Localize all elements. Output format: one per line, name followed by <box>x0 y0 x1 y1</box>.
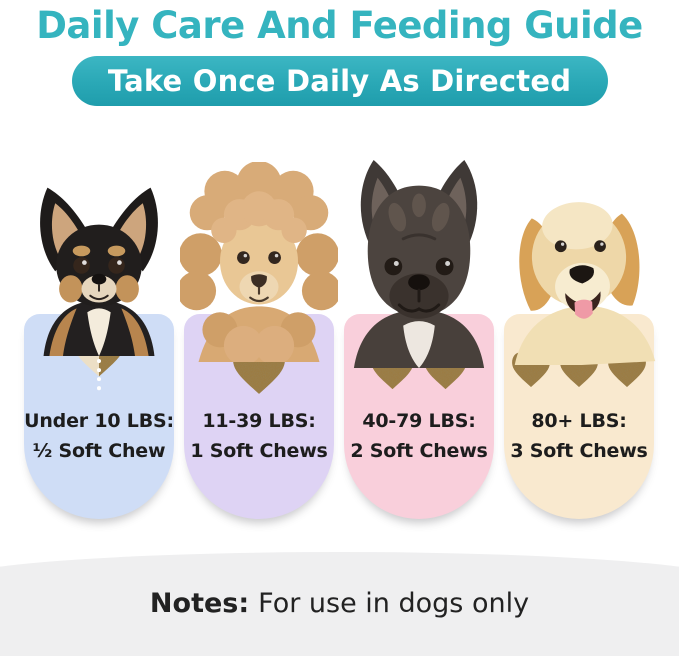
chihuahua-photo <box>40 187 158 356</box>
french-bulldog-photo <box>353 159 485 368</box>
column-80plus-lbs: 80+ LBS: 3 Soft Chews <box>504 154 656 519</box>
column-11-39lbs: 11-39 LBS: 1 Soft Chews <box>180 154 338 519</box>
dose-labels: 11-39 LBS: 1 Soft Chews <box>184 406 334 466</box>
page-title: Daily Care And Feeding Guide <box>36 4 643 47</box>
dose-amount-label: 1 Soft Chews <box>190 440 328 462</box>
dose-labels: 40-79 LBS: 2 Soft Chews <box>344 406 494 466</box>
notes-body: For use in dogs only <box>258 588 530 619</box>
notes-label: Notes: <box>149 588 250 619</box>
column-under-10lbs: Under 10 LBS: ½ Soft Chew <box>24 154 174 519</box>
poodle-photo <box>180 162 338 362</box>
weight-range-label: 40-79 LBS: <box>362 410 476 432</box>
weight-range-label: Under 10 LBS: <box>24 410 174 432</box>
dosage-banner-text: Take Once Daily As Directed <box>107 64 572 98</box>
dose-labels: Under 10 LBS: ½ Soft Chew <box>24 406 174 466</box>
dose-amount-label: ½ Soft Chew <box>32 440 166 462</box>
golden-retriever-photo <box>514 202 656 365</box>
dosage-banner: Take Once Daily As Directed <box>71 56 608 106</box>
dose-amount-label: 2 Soft Chews <box>350 440 488 462</box>
dose-columns: Under 10 LBS: ½ Soft Chew <box>0 154 679 519</box>
notes-footer: Notes: For use in dogs only <box>0 552 679 656</box>
weight-range-label: 11-39 LBS: <box>202 410 316 432</box>
column-40-79lbs: 40-79 LBS: 2 Soft Chews <box>344 154 494 519</box>
weight-range-label: 80+ LBS: <box>531 410 627 432</box>
dose-amount-label: 3 Soft Chews <box>510 440 648 462</box>
dose-labels: 80+ LBS: 3 Soft Chews <box>504 406 654 466</box>
notes-text: Notes: For use in dogs only <box>0 588 679 619</box>
